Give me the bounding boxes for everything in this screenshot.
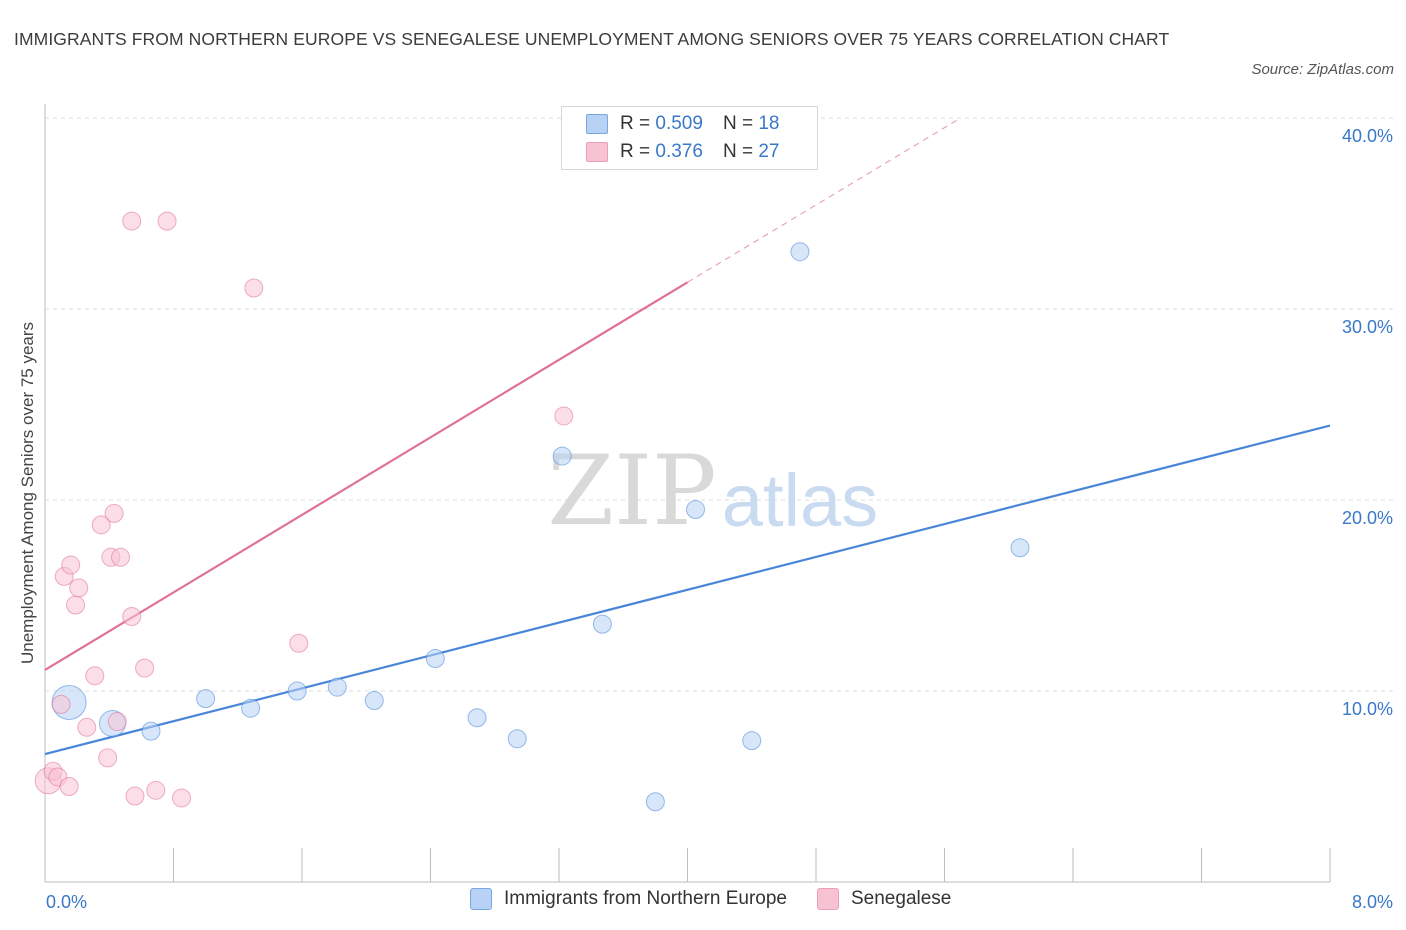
y-tick-label: 10.0%	[1342, 699, 1393, 719]
data-point	[61, 555, 81, 575]
data-point	[287, 681, 307, 701]
legend-r-label: R =	[620, 113, 651, 134]
legend-swatch-blue	[470, 888, 492, 910]
data-point	[107, 712, 127, 732]
y-tick-label: 20.0%	[1342, 508, 1393, 528]
legend-r-value: 0.509	[655, 113, 703, 134]
chart-title: IMMIGRANTS FROM NORTHERN EUROPE VS SENEG…	[14, 29, 1170, 49]
legend-n-label: N =	[722, 141, 754, 162]
data-point	[467, 708, 487, 728]
data-point	[146, 780, 166, 800]
data-point	[135, 658, 155, 678]
data-point	[77, 717, 97, 737]
data-point	[364, 691, 384, 711]
legend-item-senegalese[interactable]: Senegalese	[817, 888, 951, 910]
data-point	[85, 666, 105, 686]
data-point	[110, 547, 130, 567]
data-point	[742, 731, 762, 751]
data-point	[51, 694, 71, 714]
legend-label: Immigrants from Northern Europe	[504, 888, 787, 909]
data-points	[34, 211, 1030, 812]
legend-item-northern-europe[interactable]: Immigrants from Northern Europe	[470, 888, 787, 910]
data-point	[289, 633, 309, 653]
data-point	[645, 792, 665, 812]
data-point	[172, 788, 192, 808]
x-tick-label-min: 0.0%	[46, 892, 87, 912]
y-tick-label: 30.0%	[1342, 317, 1393, 337]
legend-label: Senegalese	[851, 888, 952, 909]
x-tick-label-max: 8.0%	[1352, 892, 1393, 912]
trend-line	[44, 281, 689, 671]
y-tick-label: 40.0%	[1342, 126, 1393, 146]
data-point	[122, 607, 142, 627]
data-point	[98, 748, 118, 768]
data-point	[425, 649, 445, 669]
data-point	[141, 721, 161, 741]
legend-swatch-pink	[817, 888, 839, 910]
data-point	[1010, 538, 1030, 558]
tick-labels: 10.0% 20.0% 30.0% 40.0% 0.0% 8.0%	[46, 126, 1393, 912]
data-point	[196, 689, 216, 709]
data-point	[552, 446, 572, 466]
axes	[44, 104, 1331, 883]
data-point	[244, 278, 264, 298]
legend-swatch-blue	[586, 114, 608, 134]
data-point	[592, 614, 612, 634]
legend-n-value: 18	[758, 113, 780, 134]
legend-n-value: 27	[758, 141, 780, 162]
data-point	[91, 515, 111, 535]
data-point	[104, 503, 124, 523]
source-label: Source: ZipAtlas.com	[1251, 61, 1394, 78]
gridlines	[45, 117, 1395, 692]
data-point	[66, 595, 86, 615]
data-point	[69, 578, 89, 598]
legend-n-label: N =	[722, 113, 754, 134]
data-point	[59, 777, 79, 796]
data-point	[507, 729, 527, 749]
data-point	[241, 698, 261, 718]
data-point	[122, 211, 142, 231]
trend-line-extension	[687, 117, 961, 283]
watermark: ZIP atlas	[547, 435, 878, 547]
data-point	[157, 211, 177, 231]
legend-row-senegalese: R = 0.376 N = 27	[586, 139, 779, 165]
correlation-legend: R = 0.509 N = 18 R = 0.376 N = 27	[561, 106, 818, 170]
data-point	[686, 500, 706, 520]
data-point	[554, 406, 574, 426]
legend-r-label: R =	[620, 141, 651, 162]
data-point	[125, 786, 145, 806]
trend-line	[44, 424, 1331, 756]
legend-r-value: 0.376	[655, 141, 703, 162]
legend-row-northern-europe: R = 0.509 N = 18	[586, 111, 779, 137]
series-legend: Immigrants from Northern Europe Senegale…	[470, 888, 981, 910]
data-point	[327, 677, 347, 697]
watermark-zip: ZIP	[547, 435, 716, 547]
watermark-atlas: atlas	[722, 459, 878, 542]
trend-lines	[44, 117, 1331, 756]
legend-swatch-pink	[586, 142, 608, 162]
data-point	[790, 242, 810, 262]
